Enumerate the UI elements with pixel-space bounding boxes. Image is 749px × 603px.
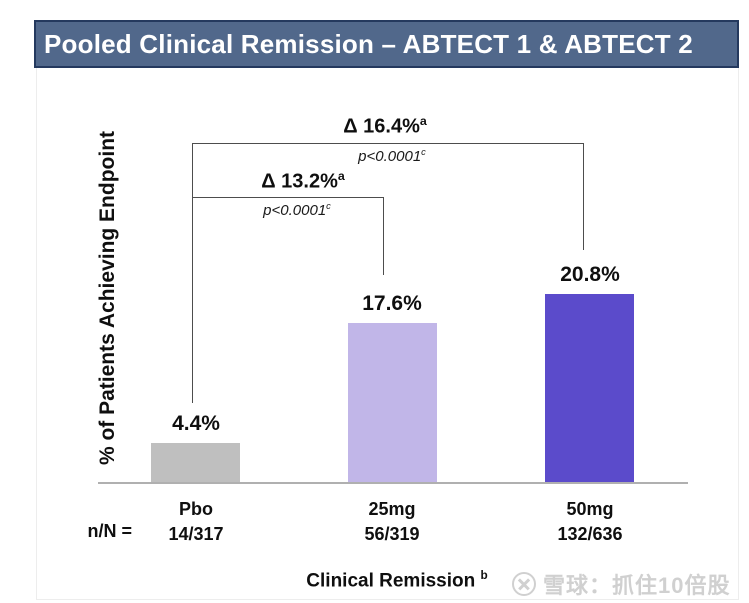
category-label-50mg: 50mg 132/636	[515, 497, 665, 547]
bar-25mg	[348, 323, 437, 483]
delta-value: Δ 16.4%	[343, 115, 420, 138]
page-title: Pooled Clinical Remission – ABTECT 1 & A…	[44, 28, 693, 59]
footnote-marker-a: a	[419, 114, 427, 128]
watermark-text: 雪球：抓住10倍股	[543, 573, 731, 598]
footnote-marker-a: a	[337, 169, 345, 183]
category-label-pbo: Pbo 14/317	[121, 497, 271, 547]
x-axis-baseline	[98, 482, 688, 484]
category-n-over-N: 56/319	[364, 524, 420, 544]
x-axis-title-text: Clinical Remission	[306, 570, 476, 592]
n-over-N-prefix: n/N =	[87, 521, 132, 541]
watermark: 雪球：抓住10倍股	[512, 568, 730, 600]
category-name: Pbo	[179, 499, 213, 519]
category-label-25mg: 25mg 56/319	[317, 497, 467, 547]
xueqiu-logo-icon	[512, 572, 536, 596]
x-axis-title: Clinical Remission b	[306, 569, 487, 592]
slide-title-bar: Pooled Clinical Remission – ABTECT 1 & A…	[34, 20, 739, 68]
p-value-text: p<0.0001	[358, 148, 422, 165]
bracket-left-vertical-line	[192, 143, 193, 403]
category-n-over-N: 132/636	[557, 524, 623, 544]
delta-label-pbo-vs-50mg: Δ 16.4%a	[343, 114, 427, 139]
delta-label-pbo-vs-25mg: Δ 13.2%a	[261, 169, 345, 194]
bar-50mg	[545, 294, 634, 483]
delta-value: Δ 13.2%	[261, 170, 338, 193]
category-name: 25mg	[368, 499, 416, 519]
bracket-outer-horizontal-line	[192, 143, 584, 144]
bracket-outer-right-vertical-line	[583, 143, 584, 250]
bar-value-label: 4.4%	[172, 412, 220, 435]
bracket-inner-horizontal-line	[192, 197, 383, 198]
p-value-pbo-vs-50mg: p<0.0001c	[358, 147, 426, 165]
p-value-text: p<0.0001	[263, 202, 327, 219]
chart-frame	[36, 68, 739, 600]
footnote-marker-c: c	[421, 147, 426, 157]
y-axis-label: % of Patients Achieving Endpoint	[96, 130, 119, 466]
bar-value-label: 17.6%	[362, 292, 422, 315]
category-n-over-N: 14/317	[168, 524, 224, 544]
bar-value-label: 20.8%	[560, 263, 620, 286]
p-value-pbo-vs-25mg: p<0.0001c	[263, 201, 331, 219]
bracket-inner-right-vertical-line	[383, 197, 384, 275]
category-name: 50mg	[566, 499, 614, 519]
footnote-marker-b: b	[480, 569, 488, 582]
footnote-marker-c: c	[326, 201, 331, 211]
bar-pbo	[151, 443, 240, 483]
